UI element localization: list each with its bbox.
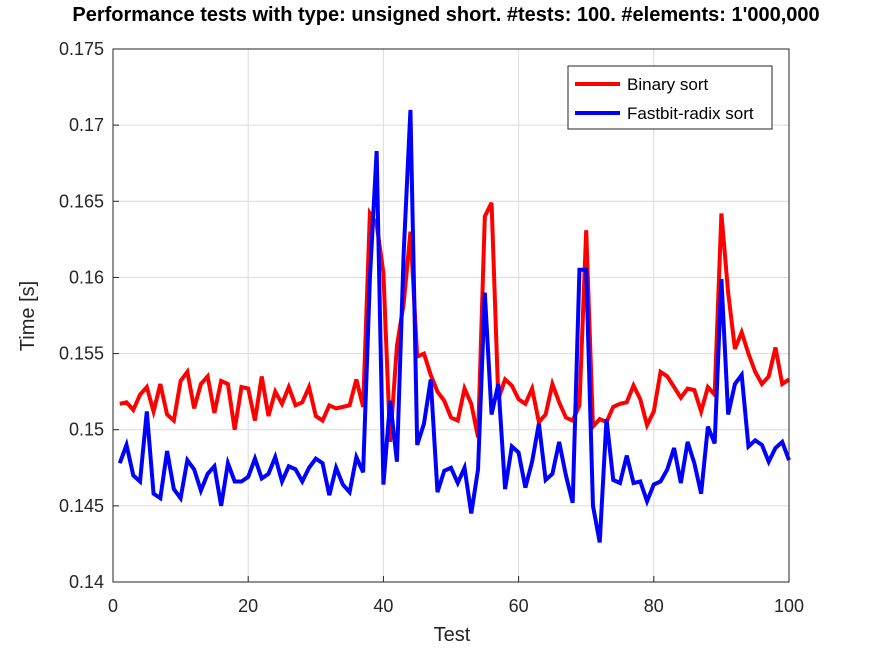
x-axis-label: Test bbox=[434, 624, 471, 646]
plot-background bbox=[113, 49, 789, 582]
legend-box bbox=[567, 65, 773, 130]
x-tick-label: 60 bbox=[509, 596, 529, 616]
plot-border bbox=[112, 48, 790, 583]
legend-label-binary-sort: Binary sort bbox=[627, 75, 709, 94]
chart-title: Performance tests with type: unsigned sh… bbox=[72, 4, 819, 26]
y-axis-label: Time [s] bbox=[17, 281, 39, 351]
series-line-fastbit-radix-sort bbox=[117, 109, 791, 543]
legend: Binary sort Fastbit-radix sort bbox=[567, 65, 773, 130]
x-tick-label: 100 bbox=[774, 596, 804, 616]
y-tick-label: 0.17 bbox=[69, 115, 104, 135]
series-line-binary-sort bbox=[119, 201, 791, 443]
x-tick-label: 20 bbox=[238, 596, 258, 616]
tick-labels: 0 20 40 60 80 100 0.14 0.145 0.15 0.155 0.16 0.165 0… bbox=[59, 39, 804, 616]
y-tick-label: 0.16 bbox=[69, 267, 104, 287]
y-tick-label: 0.145 bbox=[59, 496, 104, 516]
y-tick-label: 0.14 bbox=[69, 572, 104, 592]
x-tick-label: 80 bbox=[644, 596, 664, 616]
x-tick-label: 40 bbox=[373, 596, 393, 616]
y-tick-label: 0.165 bbox=[59, 191, 104, 211]
y-tick-label: 0.155 bbox=[59, 344, 104, 364]
y-tick-label: 0.15 bbox=[69, 420, 104, 440]
legend-label-fastbit-radix-sort: Fastbit-radix sort bbox=[627, 104, 754, 123]
series-layer bbox=[117, 109, 791, 543]
x-tick-label: 0 bbox=[108, 596, 118, 616]
y-tick-label: 0.175 bbox=[59, 39, 104, 59]
